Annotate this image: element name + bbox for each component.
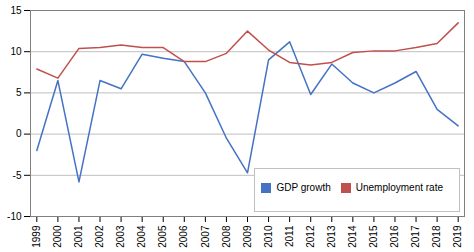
svg-text:1999: 1999 — [31, 225, 42, 248]
svg-text:15: 15 — [10, 5, 22, 16]
svg-text:2018: 2018 — [431, 225, 442, 248]
svg-text:0: 0 — [16, 128, 22, 139]
svg-text:2001: 2001 — [73, 225, 84, 248]
svg-text:2011: 2011 — [284, 225, 295, 247]
svg-text:2004: 2004 — [136, 225, 147, 248]
svg-text:2000: 2000 — [52, 225, 63, 248]
svg-text:-5: -5 — [13, 170, 22, 181]
svg-text:2009: 2009 — [242, 225, 253, 248]
html-text:GDP growth: GDP growth — [276, 182, 331, 193]
svg-text:2015: 2015 — [368, 225, 379, 248]
svg-text:2014: 2014 — [347, 225, 358, 248]
svg-text:2019: 2019 — [452, 225, 463, 248]
svg-text:2005: 2005 — [157, 225, 168, 248]
svg-text:2013: 2013 — [326, 225, 337, 248]
svg-text:-10: -10 — [7, 211, 22, 222]
svg-text:2002: 2002 — [94, 225, 105, 248]
html-text:Unemployment rate: Unemployment rate — [355, 182, 443, 193]
svg-text:2006: 2006 — [178, 225, 189, 248]
svg-text:2016: 2016 — [389, 225, 400, 248]
svg-text:2010: 2010 — [263, 225, 274, 248]
svg-text:2003: 2003 — [115, 225, 126, 248]
svg-text:2017: 2017 — [410, 225, 421, 248]
svg-text:10: 10 — [10, 46, 22, 57]
svg-text:2008: 2008 — [221, 225, 232, 248]
svg-text:2012: 2012 — [305, 225, 316, 248]
svg-text:2007: 2007 — [200, 225, 211, 248]
svg-text:5: 5 — [16, 87, 22, 98]
